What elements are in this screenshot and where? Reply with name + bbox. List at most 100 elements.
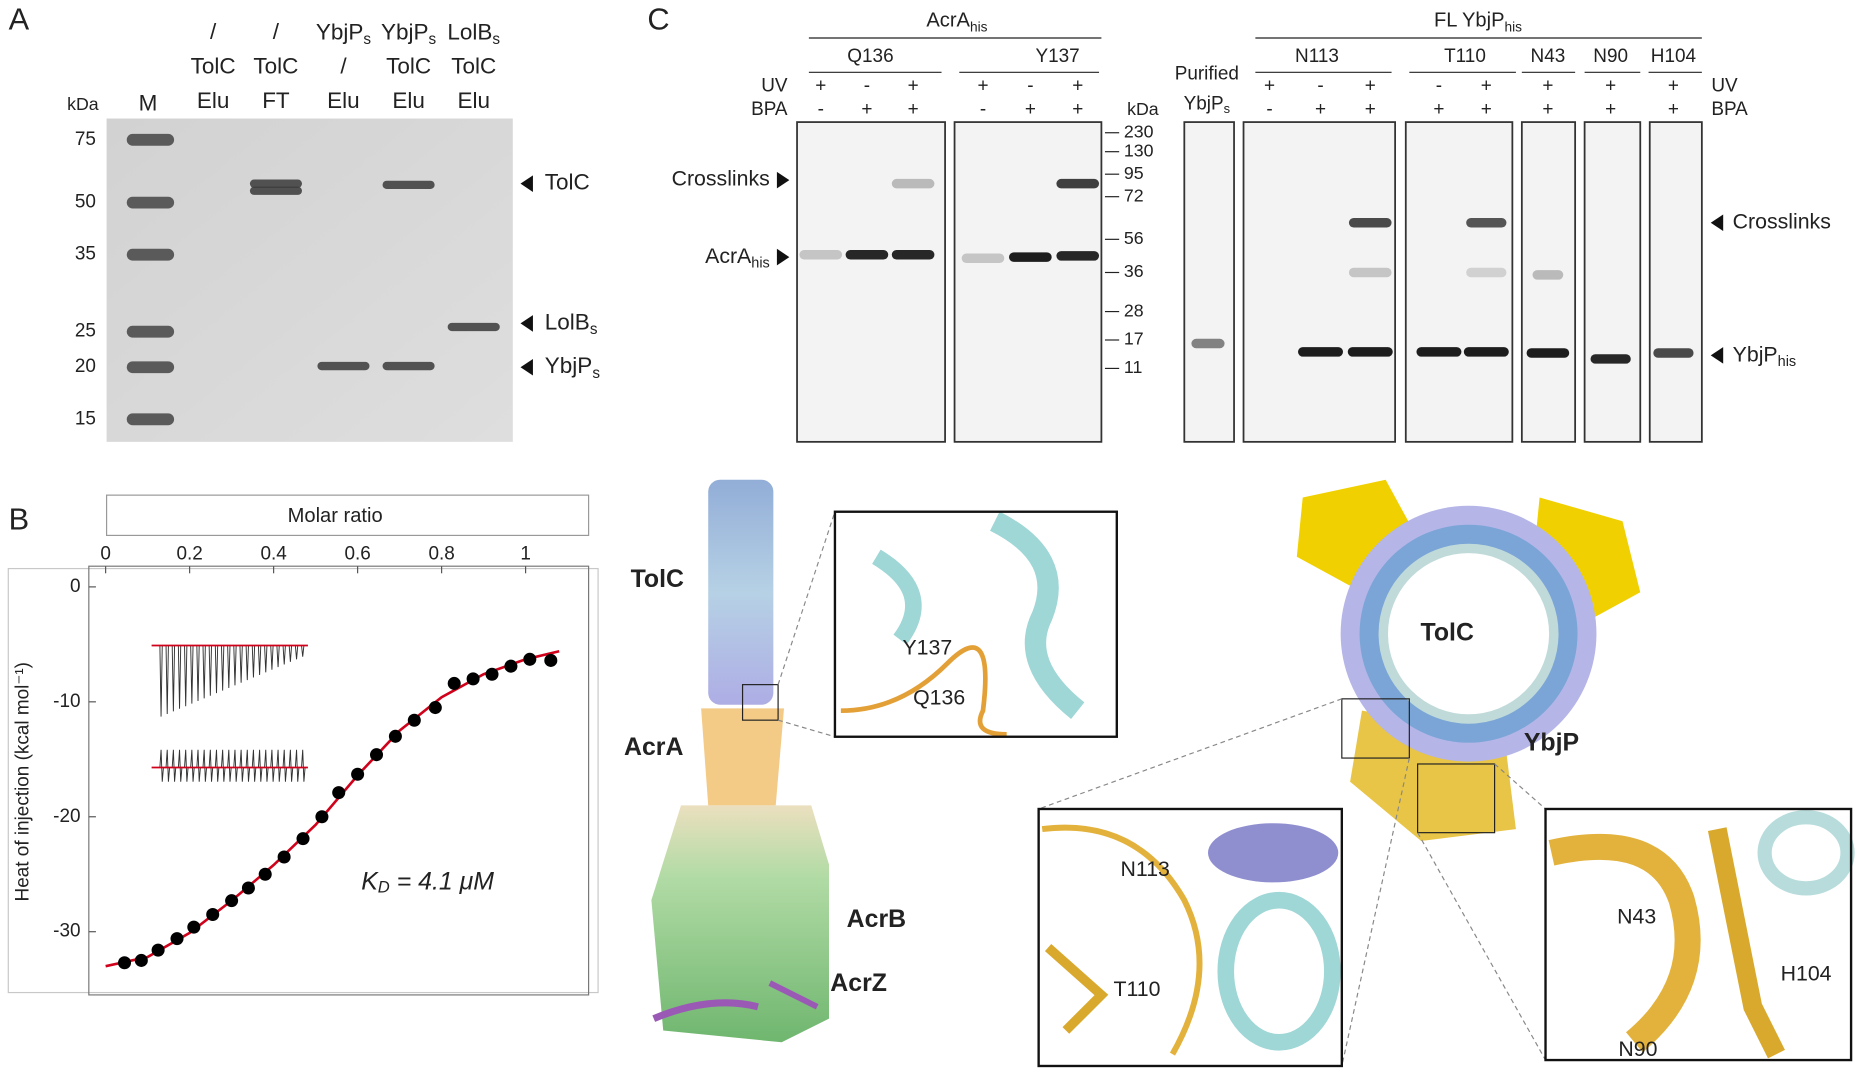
blot-band: [961, 253, 1005, 264]
sign: +: [1264, 76, 1275, 97]
blot-band: [1348, 267, 1392, 278]
lane-label-main: YbjP: [316, 19, 364, 44]
residue-label: H104: [1781, 961, 1832, 985]
annotation-part: K: [361, 867, 379, 895]
purified-label-main: YbjP: [1184, 93, 1224, 114]
lane-label: /: [340, 54, 347, 79]
data-point: [544, 653, 558, 667]
annotation-part: = 4.1 μM: [390, 867, 494, 895]
site-label: Y137: [1035, 46, 1079, 67]
blot: [1404, 121, 1514, 443]
marker-band: [126, 325, 175, 338]
data-point: [388, 729, 402, 743]
blot-band: [1056, 251, 1100, 261]
x-tick-label: 1: [520, 543, 531, 564]
marker-label: 25: [75, 321, 96, 342]
blot: [1520, 121, 1577, 443]
blot: [953, 121, 1103, 443]
blot-band: [1526, 348, 1570, 358]
purified-label: YbjPs: [1184, 93, 1230, 116]
marker-label: 20: [75, 356, 96, 377]
sign: -: [864, 76, 870, 97]
marker-band: [126, 133, 175, 146]
sign: -: [980, 99, 986, 120]
arrow-label: AcrAhis: [705, 244, 770, 272]
sign: +: [1481, 99, 1492, 120]
arrow-label-sub: his: [1778, 354, 1797, 370]
data-point: [504, 659, 518, 673]
sign: +: [1072, 76, 1083, 97]
band-label-main: YbjP: [545, 353, 593, 378]
y-axis-label: Heat of injection (kcal mol⁻¹): [13, 662, 34, 901]
blot-band: [1298, 347, 1344, 357]
site-label: N113: [1295, 46, 1339, 67]
sign: +: [1668, 99, 1679, 120]
band-arrow: [520, 315, 533, 332]
panel-letter: B: [9, 501, 30, 536]
lane-label-main: YbjP: [381, 19, 429, 44]
lane-label: M: [139, 90, 158, 115]
zoom-ybjp-left: [1037, 807, 1344, 1068]
blot: [1183, 121, 1235, 443]
residue-label: N90: [1618, 1037, 1657, 1061]
band-label-sub: s: [590, 321, 598, 338]
band-arrow: [520, 358, 533, 376]
data-point: [332, 786, 346, 800]
gel-band: [249, 186, 302, 195]
arrow-label: Crosslinks: [672, 167, 770, 191]
arrow-label-sub: his: [751, 255, 770, 271]
ladder-label: 130: [1124, 140, 1154, 160]
sign: +: [977, 76, 988, 97]
marker-label: 15: [75, 408, 96, 429]
site-label: T110: [1444, 46, 1486, 67]
blot-band: [1191, 338, 1225, 349]
arrow-label-main: AcrA: [705, 244, 752, 268]
band-arrow: [776, 248, 790, 266]
group-label: FL YbjPhis: [1434, 10, 1522, 34]
y-tick-label: -30: [53, 921, 80, 942]
band-arrow: [776, 171, 790, 189]
lane-label: YbjPs: [316, 19, 372, 48]
lane-label: /: [210, 19, 217, 44]
protein-label: AcrZ: [830, 969, 887, 997]
x-tick-label: 0.4: [260, 543, 286, 564]
band-arrow: [1710, 347, 1724, 364]
lane-label: TolC: [191, 54, 236, 79]
residue-label: N113: [1121, 857, 1170, 881]
blot-band: [1347, 347, 1393, 357]
y-tick-label: -10: [53, 691, 80, 712]
band-arrow: [520, 175, 533, 192]
data-point: [351, 767, 365, 781]
lane-label: FT: [262, 88, 290, 113]
sign: +: [1433, 99, 1444, 120]
lane-label: /: [273, 19, 280, 44]
data-point: [428, 701, 442, 715]
sign: -: [1027, 76, 1033, 97]
blot: [1583, 121, 1642, 443]
zoom-acra: [833, 510, 1118, 738]
raw-trace: [153, 645, 306, 717]
marker-band: [126, 248, 175, 261]
band-label: YbjPs: [545, 353, 601, 382]
data-point: [315, 810, 329, 824]
ladder-label: 36: [1124, 261, 1144, 281]
data-point: [241, 881, 255, 895]
lane-label: Elu: [197, 88, 230, 113]
gel-band: [249, 179, 302, 188]
blot-band: [1348, 218, 1392, 228]
data-point: [151, 943, 165, 957]
lane-label-sub: s: [492, 31, 500, 48]
sign: +: [1605, 99, 1616, 120]
arrow-label-main: YbjP: [1733, 342, 1778, 366]
row-label: BPA: [751, 99, 788, 120]
blot-band: [845, 249, 889, 260]
residue-label: Q136: [913, 685, 965, 709]
y-tick-label: -20: [53, 806, 80, 827]
blot-band: [891, 178, 935, 189]
data-point: [277, 850, 291, 864]
blot-band: [1009, 252, 1052, 262]
blot-band: [1466, 218, 1507, 228]
x-axis-label: Molar ratio: [288, 505, 383, 527]
lane-label: Elu: [327, 88, 360, 113]
